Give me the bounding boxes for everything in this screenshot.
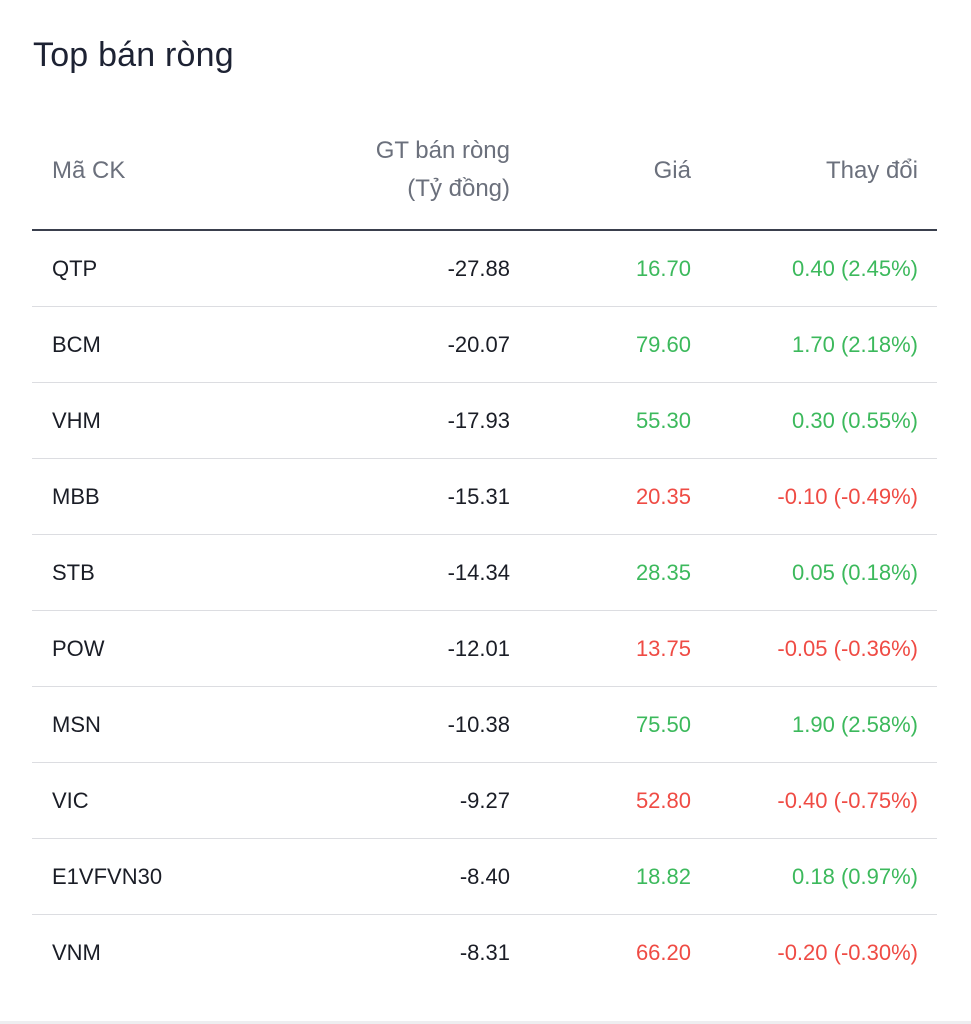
table-row[interactable]: QTP -27.88 16.70 0.40 (2.45%)	[32, 231, 937, 307]
price: 55.30	[635, 408, 691, 433]
net-sell-value: -9.27	[459, 788, 510, 813]
column-header-price: Giá	[653, 157, 691, 184]
price: 20.35	[635, 484, 691, 509]
price-change: -0.10 (-0.49%)	[777, 484, 918, 509]
price-change: -0.05 (-0.36%)	[777, 636, 918, 661]
price: 75.50	[635, 712, 691, 737]
price: 13.75	[635, 636, 691, 661]
net-sell-table: Mã CK GT bán ròng (Tỷ đồng) Giá Thay đổi…	[32, 118, 937, 991]
column-header-net-sell-value-line1: GT bán ròng	[375, 137, 510, 164]
net-sell-value: -27.88	[447, 256, 510, 281]
stock-code[interactable]: E1VFVN30	[52, 864, 163, 889]
net-sell-value: -10.38	[447, 712, 510, 737]
price-change: 0.18 (0.97%)	[792, 864, 918, 889]
stock-code[interactable]: VNM	[52, 940, 101, 965]
stock-code[interactable]: VIC	[52, 788, 89, 813]
stock-code[interactable]: MSN	[52, 712, 101, 737]
table-body: QTP -27.88 16.70 0.40 (2.45%) BCM -20.07…	[32, 231, 937, 991]
stock-code[interactable]: VHM	[52, 408, 101, 433]
price: 28.35	[635, 560, 691, 585]
widget-title: Top bán ròng	[33, 36, 234, 74]
price-change: 0.05 (0.18%)	[792, 560, 918, 585]
table-row[interactable]: STB -14.34 28.35 0.05 (0.18%)	[32, 535, 937, 611]
stock-code[interactable]: POW	[52, 636, 105, 661]
column-header-net-sell-value-line2: (Tỷ đồng)	[407, 175, 510, 202]
table-row[interactable]: VIC -9.27 52.80 -0.40 (-0.75%)	[32, 763, 937, 839]
price-change: 1.90 (2.58%)	[792, 712, 918, 737]
price: 66.20	[635, 940, 691, 965]
price: 18.82	[635, 864, 691, 889]
net-sell-value: -8.40	[459, 864, 510, 889]
net-sell-value: -17.93	[447, 408, 510, 433]
column-header-code: Mã CK	[52, 157, 126, 184]
table-header: Mã CK GT bán ròng (Tỷ đồng) Giá Thay đổi	[32, 118, 937, 231]
price: 79.60	[635, 332, 691, 357]
table-row[interactable]: E1VFVN30 -8.40 18.82 0.18 (0.97%)	[32, 839, 937, 915]
net-sell-value: -20.07	[447, 332, 510, 357]
column-header-change: Thay đổi	[825, 157, 918, 184]
table-row[interactable]: MBB -15.31 20.35 -0.10 (-0.49%)	[32, 459, 937, 535]
bottom-divider	[0, 1021, 971, 1024]
table-row[interactable]: POW -12.01 13.75 -0.05 (-0.36%)	[32, 611, 937, 687]
stock-code[interactable]: MBB	[52, 484, 100, 509]
stock-code[interactable]: QTP	[52, 256, 98, 281]
column-header-net-sell-value: GT bán ròng (Tỷ đồng)	[376, 132, 510, 208]
stock-code[interactable]: STB	[52, 560, 95, 585]
net-sell-value: -12.01	[447, 636, 510, 661]
table-row[interactable]: BCM -20.07 79.60 1.70 (2.18%)	[32, 307, 937, 383]
price-change: 0.30 (0.55%)	[792, 408, 918, 433]
price-change: 1.70 (2.18%)	[792, 332, 918, 357]
price: 16.70	[635, 256, 691, 281]
price: 52.80	[635, 788, 691, 813]
net-sell-value: -14.34	[447, 560, 510, 585]
table-row[interactable]: VHM -17.93 55.30 0.30 (0.55%)	[32, 383, 937, 459]
table-row[interactable]: MSN -10.38 75.50 1.90 (2.58%)	[32, 687, 937, 763]
table-row[interactable]: VNM -8.31 66.20 -0.20 (-0.30%)	[32, 915, 937, 991]
price-change: 0.40 (2.45%)	[792, 256, 918, 281]
net-sell-value: -8.31	[459, 940, 510, 965]
price-change: -0.20 (-0.30%)	[777, 940, 918, 965]
price-change: -0.40 (-0.75%)	[777, 788, 918, 813]
stock-code[interactable]: BCM	[52, 332, 101, 357]
net-sell-value: -15.31	[447, 484, 510, 509]
